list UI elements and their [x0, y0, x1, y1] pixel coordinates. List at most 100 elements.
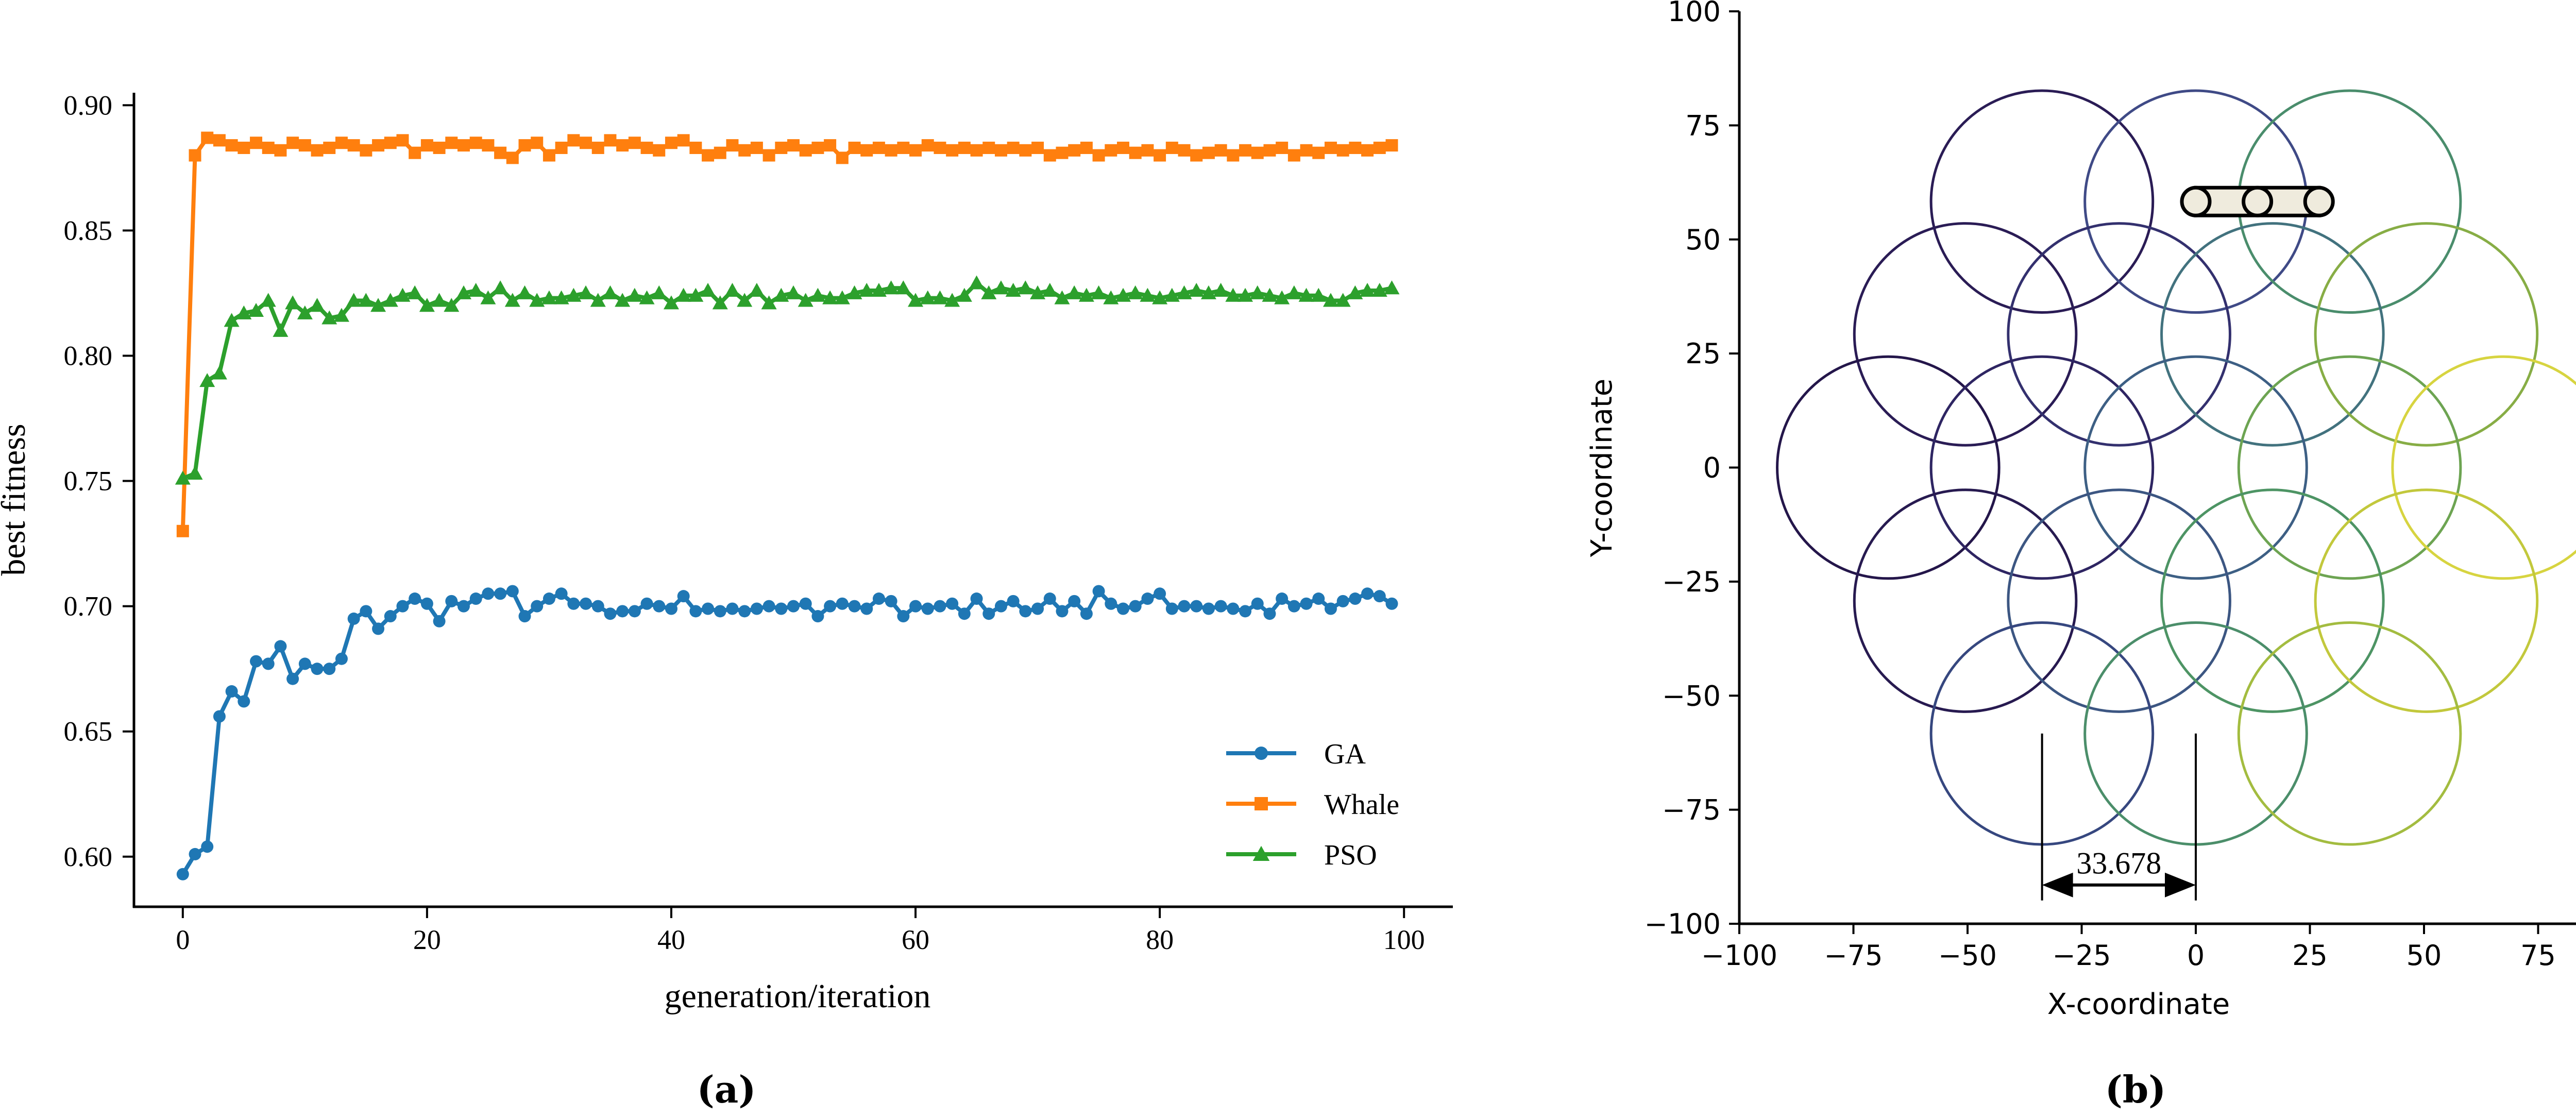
data-point [1129, 146, 1142, 159]
data-point [677, 134, 690, 147]
data-point [885, 144, 897, 157]
data-point [1262, 287, 1278, 302]
data-point [506, 151, 519, 164]
data-point [567, 134, 580, 147]
data-point [1276, 592, 1289, 605]
coverage-circle [1853, 222, 2078, 447]
data-point [1127, 285, 1143, 299]
data-point [640, 141, 653, 154]
uav-node [2180, 185, 2212, 217]
x-tick-label: 60 [902, 924, 929, 955]
data-point [836, 597, 849, 610]
data-point [531, 137, 544, 149]
data-point [604, 607, 617, 620]
panel-a-line-chart: 0 20 40 60 80 100 0.60 0.65 0.70 0.75 0.80 0.85 0.9… [0, 90, 1453, 1111]
data-point [773, 287, 789, 302]
legend-entry: Whale [1226, 789, 1399, 821]
data-point [531, 600, 544, 613]
data-point [689, 605, 702, 618]
data-point [1373, 141, 1386, 154]
coverage-circle [1929, 89, 2155, 314]
data-point [909, 144, 922, 157]
y-tick-label: 0.80 [64, 340, 113, 371]
data-point [1286, 285, 1302, 299]
data-point [384, 610, 397, 623]
data-point [382, 293, 398, 307]
data-point [372, 622, 385, 635]
data-point [1274, 290, 1290, 304]
data-point [714, 605, 726, 618]
data-point [982, 141, 995, 154]
data-point [1361, 587, 1374, 600]
data-point [311, 663, 324, 675]
data-point [1165, 141, 1178, 154]
legend-label: Whale [1324, 789, 1399, 821]
data-point [1165, 602, 1178, 615]
data-point [1361, 144, 1374, 157]
data-point [1214, 144, 1227, 157]
data-point [274, 640, 287, 653]
data-point [786, 285, 801, 299]
data-point [1019, 605, 1032, 618]
data-point [787, 600, 800, 613]
data-point [1068, 144, 1081, 157]
data-point [333, 308, 349, 322]
data-point [616, 605, 629, 618]
data-point [677, 590, 690, 603]
data-point [787, 139, 800, 152]
data-point [811, 141, 824, 154]
legend: GA Whale PSO [1226, 738, 1399, 871]
data-point [665, 602, 677, 615]
data-point [885, 595, 897, 607]
data-point [1080, 141, 1093, 154]
data-point [213, 710, 226, 723]
data-point [944, 293, 960, 307]
dimension-arrow-left [2042, 872, 2073, 897]
data-point [1385, 597, 1398, 610]
data-point [1287, 149, 1300, 162]
data-point [1311, 287, 1327, 302]
data-point [1202, 602, 1215, 615]
data-point [1202, 146, 1215, 159]
data-point [1300, 597, 1313, 610]
data-point [1324, 141, 1337, 154]
data-point [663, 295, 679, 310]
data-point [1214, 600, 1227, 613]
data-point [872, 592, 885, 605]
x-tick-label: 75 [2520, 939, 2556, 972]
legend-entry: GA [1226, 738, 1366, 770]
data-point [431, 293, 447, 307]
x-tick-label: 100 [1383, 924, 1425, 955]
data-point [1043, 592, 1056, 605]
data-point [897, 141, 910, 154]
data-point [958, 141, 971, 154]
coverage-circle [2007, 222, 2231, 447]
data-point [750, 602, 763, 615]
data-point [457, 139, 470, 152]
x-ticks: 0 20 40 60 80 100 [176, 907, 1425, 955]
coverage-circles [1776, 89, 2576, 846]
data-point [286, 672, 299, 685]
x-tick-label: −50 [1938, 939, 1997, 972]
data-point [714, 146, 726, 159]
data-point [298, 139, 311, 152]
x-axis-label: generation/iteration [665, 977, 931, 1015]
data-point [860, 144, 873, 157]
data-point [883, 280, 899, 295]
coverage-circle [2160, 488, 2385, 713]
data-point [1238, 287, 1253, 302]
panel-b-caption: (b) [2105, 1068, 2166, 1111]
data-point [225, 139, 238, 152]
data-point [409, 592, 421, 605]
data-point [946, 144, 959, 157]
data-point [566, 287, 582, 302]
line-series-group [175, 131, 1400, 880]
data-point [615, 293, 631, 307]
data-point [456, 285, 471, 299]
y-tick-label: 0.90 [64, 90, 113, 121]
data-point [396, 134, 409, 147]
data-point [1190, 600, 1203, 613]
data-point [1335, 293, 1351, 307]
data-point [176, 868, 189, 880]
data-point [982, 607, 995, 620]
